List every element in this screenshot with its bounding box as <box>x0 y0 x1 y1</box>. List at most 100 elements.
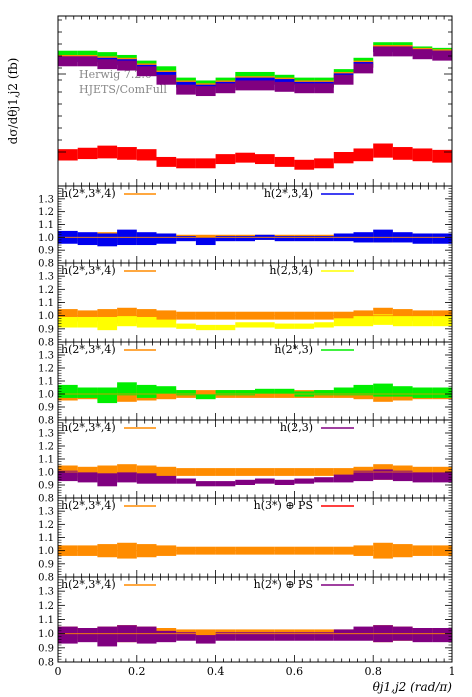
comparison-band <box>176 323 196 329</box>
main-band <box>373 143 393 158</box>
y-tick-label: 1.0 <box>38 629 54 640</box>
main-band <box>117 147 137 160</box>
comparison-band <box>412 472 433 483</box>
comparison-band <box>373 229 393 243</box>
comparison-band <box>432 472 452 483</box>
comparison-band <box>432 387 452 398</box>
main-band <box>156 66 177 74</box>
comparison-band <box>392 470 413 482</box>
y-tick-label: 1.2 <box>38 364 54 375</box>
ratio-frame <box>57 185 453 264</box>
comparison-band <box>97 387 118 404</box>
comparison-band <box>274 388 295 394</box>
comparison-band <box>314 477 334 483</box>
comparison-band <box>77 472 98 483</box>
comparison-band <box>235 236 255 242</box>
ratio-panel-0: h(2*,3*,4) h(2*,3,4) 0.8 0.9 1.0 1.1 1.2 1.3 <box>38 185 453 270</box>
comparison-band <box>412 233 433 244</box>
y-tick-label: 1.1 <box>38 615 54 626</box>
y-tick-label: 1.2 <box>38 207 54 218</box>
main-band <box>156 156 177 167</box>
y-tick-label: 1.3 <box>38 272 54 283</box>
ratio-panel-2: h(2*,3*,4) h(2*,3) 0.8 0.9 1.0 1.1 1.2 1.3 <box>38 341 453 427</box>
comparison-band <box>117 315 137 327</box>
comparison-band <box>333 318 354 327</box>
main-band <box>392 46 413 57</box>
main-band <box>314 83 334 94</box>
comparison-band <box>195 481 216 487</box>
main-band <box>255 71 275 80</box>
legend-comparison-label: h(2,3,4) <box>269 264 313 277</box>
comparison-band <box>195 394 216 400</box>
main-band <box>274 156 295 167</box>
legend-reference-label: h(2*,3*,4) <box>61 578 116 591</box>
comparison-band <box>255 322 275 328</box>
comparison-band <box>333 474 354 483</box>
y-tick-label: 0.9 <box>38 246 54 257</box>
main-series-0 <box>58 143 452 170</box>
comparison-band <box>58 626 78 644</box>
comparison-band <box>294 236 315 242</box>
comparison-band <box>314 236 334 242</box>
comparison-band <box>373 469 393 480</box>
y-tick-label: 0.9 <box>38 481 54 492</box>
ratio-panel-1: h(2*,3*,4) h(2,3,4) 0.8 0.9 1.0 1.1 1.2 1.3 <box>38 262 453 349</box>
y-tick-label: 1.0 <box>38 390 54 401</box>
comparison-band <box>274 323 295 329</box>
main-panel: Herwig 7.2.0 HJETS/ComFull dσ/dθj1,j2 (fb) <box>6 15 453 187</box>
y-tick-label: 1.2 <box>38 442 54 453</box>
main-band <box>77 56 98 67</box>
main-band <box>353 63 374 74</box>
ratio-panel-4: h(2*,3*,4) h(3*) ⊕ PS 0.8 0.9 1.0 1.1 1.2 1.3 <box>38 497 453 584</box>
ratio-panel-5: h(2*,3*,4) h(2*) ⊕ PS 0.8 0.9 1.0 1.1 1.2 1.3 <box>38 576 453 669</box>
y-tick-label: 1.2 <box>38 520 54 531</box>
main-band <box>235 80 255 91</box>
comparison-band <box>77 387 98 398</box>
legend-comparison-label: h(2*) ⊕ PS <box>254 578 313 591</box>
main-band <box>176 81 196 88</box>
comparison-band <box>412 387 433 398</box>
comparison-band <box>176 632 196 641</box>
y-tick-label: 1.1 <box>38 220 54 231</box>
y-tick-label: 1.2 <box>38 601 54 612</box>
comparison-band <box>235 390 255 396</box>
main-band <box>136 149 157 161</box>
comparison-band <box>156 386 177 394</box>
x-tick-label: 0 <box>55 665 62 678</box>
comparison-band <box>353 384 374 396</box>
ratio-frame <box>57 576 453 663</box>
comparison-band <box>235 479 255 485</box>
y-tick-label: 1.1 <box>38 533 54 544</box>
main-band <box>392 147 413 160</box>
y-tick-label: 1.1 <box>38 455 54 466</box>
x-tick-label: 1 <box>449 665 456 678</box>
x-axis: 0 0.2 0.4 0.6 0.8 1 θj1,j2 (rad/π) <box>55 665 456 694</box>
comparison-band <box>156 630 177 643</box>
comparison-band <box>77 628 98 643</box>
main-band <box>294 159 315 170</box>
y-tick-label: 0.8 <box>38 494 54 505</box>
comparison-band <box>97 316 118 331</box>
main-band <box>156 74 177 85</box>
comparison-band <box>294 632 315 641</box>
y-tick-label: 0.9 <box>38 643 54 654</box>
comparison-band <box>353 470 374 482</box>
y-tick-label: 0.8 <box>38 259 54 270</box>
legend-comparison-label: h(2,3) <box>280 421 313 434</box>
main-band <box>432 149 452 163</box>
main-band <box>195 86 216 97</box>
main-band <box>117 60 137 71</box>
y-tick-label: 1.2 <box>38 285 54 296</box>
main-band <box>412 148 433 162</box>
main-band <box>97 145 118 159</box>
y-tick-label: 1.1 <box>38 377 54 388</box>
main-band <box>58 50 78 58</box>
y-tick-label: 1.0 <box>38 546 54 557</box>
comparison-band <box>274 632 295 641</box>
comparison-band <box>136 626 157 644</box>
comparison-band <box>58 384 78 398</box>
comparison-band <box>255 478 275 484</box>
main-ylabel: dσ/dθj1,j2 (fb) <box>6 58 20 145</box>
comparison-band <box>432 628 452 643</box>
comparison-band <box>77 316 98 328</box>
